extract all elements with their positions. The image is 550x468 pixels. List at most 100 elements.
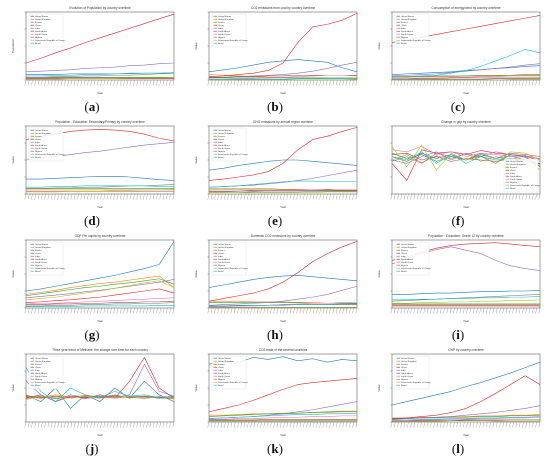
x-tick-label: [106, 79, 109, 86]
x-tick-label: [67, 421, 69, 428]
x-tick-label: [67, 307, 69, 314]
x-tick-label: [73, 421, 76, 428]
series-line: [209, 411, 357, 416]
x-tick-label: [518, 307, 521, 314]
legend-entry: United States: [218, 129, 232, 132]
y-axis-label: Value: [11, 384, 15, 392]
x-tick-label: [309, 193, 312, 200]
series-line: [391, 405, 541, 420]
x-tick-label: [266, 193, 269, 200]
x-tick-label: [286, 193, 289, 200]
series-line: [25, 278, 175, 297]
x-tick-label: [329, 193, 331, 200]
legend-entry: Nigeria: [401, 36, 409, 39]
x-tick-label: [54, 421, 56, 428]
x-tick-label: [486, 193, 488, 200]
x-tick-label: [250, 307, 252, 314]
x-tick-label: [37, 79, 40, 86]
x-tick-label: [309, 79, 312, 86]
x-tick-label: [64, 193, 66, 200]
x-tick-label: [416, 421, 419, 428]
series-line: [25, 395, 175, 400]
x-tick-label: [24, 421, 27, 428]
x-tick-label: [50, 421, 53, 428]
x-tick-label: [152, 307, 155, 314]
series-line: [208, 285, 358, 306]
x-tick-label: [335, 307, 338, 314]
x-tick-label: [296, 307, 298, 314]
legend-entry: India: [218, 28, 224, 30]
x-tick-label: [479, 193, 481, 200]
x-tick-label: [253, 421, 256, 428]
x-tick-label: [250, 79, 252, 86]
x-tick-label: [326, 79, 328, 86]
x-tick-label: [522, 193, 524, 200]
x-tick-label: [123, 421, 125, 428]
x-tick-label: [306, 421, 308, 428]
x-tick-label: [37, 193, 40, 200]
x-tick-label: [522, 421, 524, 428]
x-tick-label: [345, 421, 348, 428]
x-tick-label: [227, 307, 229, 314]
x-tick-label: [34, 307, 37, 314]
x-tick-label: [342, 79, 345, 86]
x-tick-label: [250, 421, 252, 428]
x-axis-label: Year: [463, 433, 469, 437]
x-tick-label: [116, 421, 119, 428]
x-tick-label: [476, 79, 478, 86]
x-tick-label: [139, 421, 142, 428]
x-tick-label: [397, 79, 399, 86]
x-tick-label: [420, 193, 422, 200]
legend-entry: Nigeria: [35, 264, 43, 267]
x-tick-label: [41, 79, 43, 86]
x-tick-label: [146, 421, 148, 428]
x-tick-label: [47, 193, 50, 200]
x-tick-label: [459, 193, 462, 200]
x-tick-label: [77, 307, 79, 314]
chart-panel-b: CO2 emissions from coal by country overt…: [194, 6, 358, 95]
chart-title: Domestic CO2 emissions by country overti…: [251, 234, 316, 238]
legend-box: [28, 13, 64, 48]
x-tick-label: [210, 193, 213, 200]
x-tick-label: [449, 307, 452, 314]
x-tick-label: [143, 307, 145, 314]
x-tick-label: [37, 307, 40, 314]
panel-caption-f: (f): [451, 213, 465, 228]
x-tick-label: [456, 307, 458, 314]
x-tick-label: [403, 307, 406, 314]
x-tick-label: [390, 307, 393, 314]
x-tick-label: [237, 307, 239, 314]
x-tick-label: [247, 79, 249, 86]
series-line: [391, 49, 541, 78]
x-tick-label: [352, 421, 354, 428]
x-tick-label: [110, 421, 112, 428]
x-tick-label: [260, 193, 262, 200]
x-tick-label: [50, 79, 53, 86]
x-tick-label: [436, 79, 439, 86]
x-tick-label: [240, 79, 243, 86]
legend-entry: South Africa: [35, 144, 48, 147]
legend-entry: Democratic Republic of Congo: [401, 39, 431, 42]
x-tick-label: [256, 421, 259, 428]
legend-entry: South Africa: [35, 372, 48, 375]
x-tick-label: [87, 307, 89, 314]
x-tick-label: [270, 307, 272, 314]
x-tick-label: [50, 193, 53, 200]
x-tick-label: [34, 193, 37, 200]
series-line: [26, 72, 175, 78]
x-tick-label: [103, 307, 106, 314]
x-tick-label: [60, 193, 63, 200]
legend-entry: India: [218, 370, 224, 372]
chart-title: Evolution of Population by country overt…: [69, 6, 131, 10]
series-line: [209, 74, 358, 80]
legend-entry: France: [218, 135, 226, 138]
legend-entry: India: [401, 256, 407, 258]
panel-caption-c: (c): [450, 99, 466, 114]
x-tick-label: [426, 307, 429, 314]
chart-title: Change in gdp by country overtime: [441, 120, 491, 124]
panel-caption-i: (i): [451, 327, 465, 342]
series-line: [25, 367, 175, 402]
x-tick-label: [397, 307, 399, 314]
legend-entry: Democratic Republic of Congo: [218, 39, 248, 42]
